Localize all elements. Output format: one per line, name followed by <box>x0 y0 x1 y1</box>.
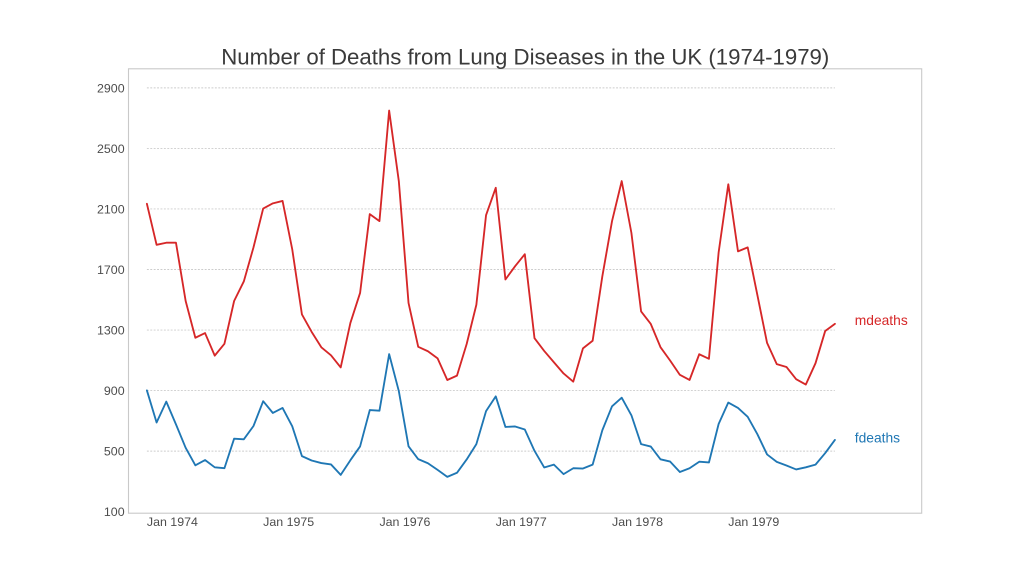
svg-text:Jan 1979: Jan 1979 <box>728 515 779 529</box>
svg-text:Jan 1974: Jan 1974 <box>147 515 198 529</box>
svg-text:fdeaths: fdeaths <box>855 430 900 445</box>
svg-text:mdeaths: mdeaths <box>855 313 908 328</box>
svg-text:Jan 1975: Jan 1975 <box>263 515 314 529</box>
svg-text:1300: 1300 <box>97 323 125 337</box>
svg-text:500: 500 <box>104 445 125 459</box>
svg-text:Number of Deaths from Lung Dis: Number of Deaths from Lung Diseases in t… <box>221 44 829 69</box>
svg-text:1700: 1700 <box>97 263 125 277</box>
svg-text:2500: 2500 <box>97 142 125 156</box>
svg-text:900: 900 <box>104 384 125 398</box>
svg-text:Jan 1977: Jan 1977 <box>496 515 547 529</box>
svg-text:2100: 2100 <box>97 202 125 216</box>
svg-text:2900: 2900 <box>97 81 125 95</box>
svg-text:Jan 1978: Jan 1978 <box>612 515 663 529</box>
svg-text:Jan 1976: Jan 1976 <box>379 515 430 529</box>
svg-text:100: 100 <box>104 505 125 519</box>
